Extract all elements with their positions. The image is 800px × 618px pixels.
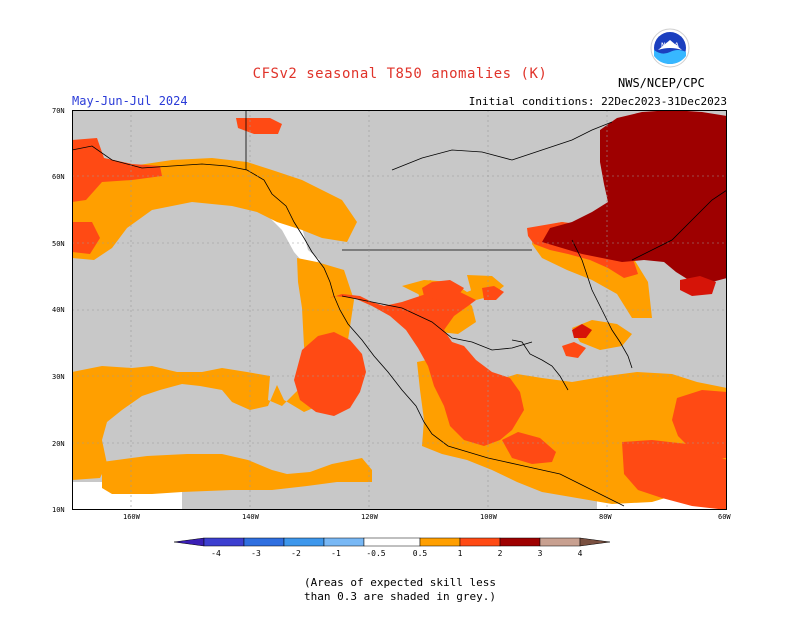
legend-label-m2: -2	[291, 549, 301, 558]
redorange-alaska-west	[72, 138, 162, 202]
lon-label-60w: 60W	[718, 513, 731, 521]
legend-label-m1: -1	[331, 549, 341, 558]
legend-swatch-7	[459, 537, 501, 547]
red-gulf	[572, 324, 592, 338]
legend-label-p05: 0.5	[413, 549, 428, 558]
redorange-central-america	[502, 432, 556, 464]
red-maritimes	[680, 276, 716, 296]
agency-label: NWS/NCEP/CPC	[618, 76, 705, 90]
forecast-period: May-Jun-Jul 2024	[72, 94, 188, 108]
initial-conditions: Initial conditions: 22Dec2023-31Dec2023	[468, 95, 727, 108]
noaa-logo: NOAA	[650, 28, 690, 68]
redorange-caribbean-south	[622, 440, 727, 510]
legend-swatch-8	[499, 537, 541, 547]
redorange-arctic-north	[236, 118, 282, 134]
legend-label-p2: 2	[498, 549, 503, 558]
lon-label-100w: 100W	[480, 513, 497, 521]
legend-swatch-6	[419, 537, 461, 547]
legend-label-m05: -0.5	[366, 549, 385, 558]
color-legend: -4 -3 -2 -1 -0.5 0.5 1 2 3 4	[173, 537, 611, 558]
lon-label-80w: 80W	[599, 513, 612, 521]
redorange-colorado	[422, 280, 464, 300]
lat-label-20n: 20N	[52, 440, 65, 448]
legend-swatch-3	[283, 537, 325, 547]
lat-label-10n: 10N	[52, 506, 65, 514]
lat-label-60n: 60N	[52, 173, 65, 181]
note-line-2: than 0.3 are shaded in grey.)	[303, 590, 497, 603]
legend-label-p4: 4	[578, 549, 583, 558]
lat-label-70n: 70N	[52, 107, 65, 115]
map-frame	[72, 110, 727, 510]
logo-text: NOAA	[661, 43, 679, 49]
lon-label-140w: 140W	[242, 513, 259, 521]
redorange-mexico-southwest-us	[294, 290, 524, 446]
anomaly-map	[72, 110, 727, 510]
legend-label-p3: 3	[538, 549, 543, 558]
lat-label-40n: 40N	[52, 306, 65, 314]
legend-label-m3: -3	[251, 549, 261, 558]
note-line-1: (Areas of expected skill less	[303, 576, 497, 589]
legend-swatch-9	[539, 537, 581, 547]
legend-arrow-right	[579, 537, 611, 547]
legend-arrow-left	[173, 537, 205, 547]
lon-label-160w: 160W	[123, 513, 140, 521]
grey-shading-note: (Areas of expected skill less than 0.3 a…	[0, 576, 800, 604]
orange-pacific-west-coast	[72, 258, 354, 480]
coastlines	[72, 110, 727, 507]
legend-label-p1: 1	[458, 549, 463, 558]
legend-swatch-4	[323, 537, 365, 547]
lon-label-120w: 120W	[361, 513, 378, 521]
redorange-louisiana	[562, 342, 586, 358]
lat-label-30n: 30N	[52, 373, 65, 381]
legend-swatch-1	[203, 537, 245, 547]
redorange-aleutians	[72, 222, 100, 254]
legend-label-m4: -4	[211, 549, 221, 558]
legend-swatch-2	[243, 537, 285, 547]
orange-alaska-pacific	[72, 158, 357, 260]
legend-swatch-neutral	[363, 537, 421, 547]
redorange-kansas	[482, 286, 504, 300]
lat-label-50n: 50N	[52, 240, 65, 248]
map-title: CFSv2 seasonal T850 anomalies (K)	[252, 66, 548, 82]
graticule	[72, 110, 727, 510]
redorange-atlantic-east	[672, 390, 727, 458]
orange-tropical-pacific	[102, 454, 372, 494]
darkred-eastern-canada	[542, 110, 727, 282]
